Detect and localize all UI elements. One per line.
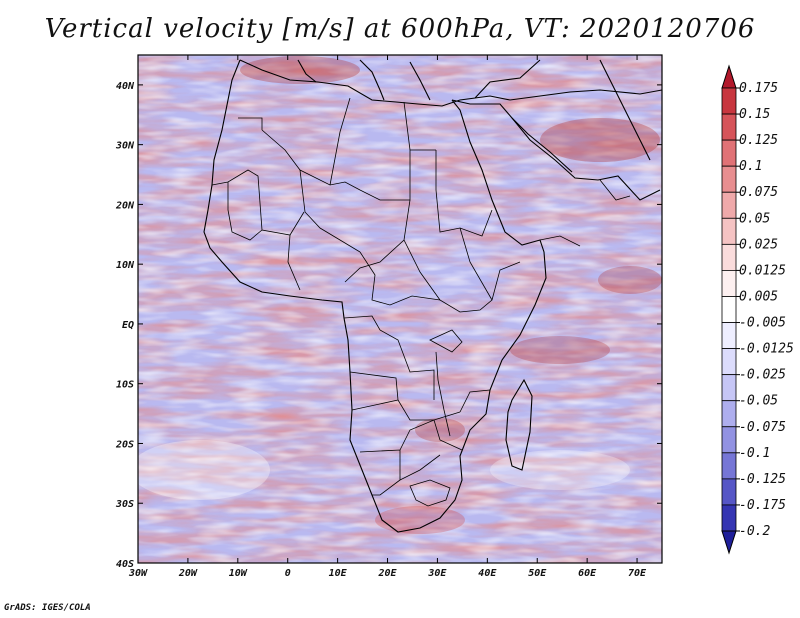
colorbar-swatch [721, 270, 737, 297]
lat-label: 30N [115, 141, 135, 152]
lon-label: 10W [229, 568, 248, 579]
colorbar-label: 0.1 [739, 159, 762, 174]
colorbar-label: 0.125 [739, 133, 778, 148]
colorbar-label: 0.005 [739, 289, 778, 304]
lat-label: 10N [116, 260, 135, 271]
colorbar-label: 0.175 [739, 81, 778, 96]
country-borders [211, 97, 631, 507]
colorbar-swatch [721, 296, 737, 323]
colorbar-swatch [721, 426, 737, 454]
colorbar-swatch [721, 374, 737, 402]
colorbar-swatch [721, 113, 737, 141]
chart-title: Vertical velocity [m/s] at 600hPa, VT: 2… [44, 14, 756, 44]
lat-label: 40N [116, 81, 135, 92]
map-frame [137, 54, 663, 564]
colorbar-swatch [721, 217, 737, 245]
colorbar-swatch [721, 478, 737, 506]
colorbar-swatch [721, 348, 737, 376]
colorbar-label: 0.025 [739, 237, 778, 252]
colorbar-swatch [721, 87, 737, 115]
colorbar-swatch [721, 191, 737, 219]
lat-label: 30S [115, 499, 134, 510]
colorbar-swatch [721, 504, 737, 532]
colorbar-bottom-arrow [721, 530, 737, 555]
lat-label: 40S [116, 559, 134, 570]
colorbar-swatch [721, 452, 737, 480]
colorbar-label: 0.0125 [739, 263, 786, 278]
lon-label: 60E [578, 568, 597, 579]
colorbar-label: -0.05 [739, 394, 778, 409]
coastlines [203, 59, 662, 533]
colorbar-label: 0.075 [739, 185, 778, 200]
lon-label: 20E [377, 568, 397, 579]
lat-label: EQ [122, 320, 134, 331]
colorbar-label: -0.1 [739, 446, 770, 461]
credit-text: GrADS: IGES/COLA [4, 603, 91, 613]
lon-label: 20W [178, 568, 198, 579]
colorbar-label: -0.2 [739, 524, 770, 539]
colorbar-label: -0.005 [739, 316, 786, 331]
colorbar-swatch [721, 322, 737, 349]
lat-label: 20N [115, 200, 135, 211]
colorbar-top-arrow [721, 64, 737, 89]
colorbar: 0.175 0.15 0.125 0.1 0.075 0.05 0.025 0.0125 0.0… [721, 64, 794, 555]
colorbar-swatch [721, 400, 737, 428]
colorbar-label: -0.025 [739, 368, 786, 383]
lat-label: 10S [116, 380, 134, 391]
lon-label: 30W [128, 568, 148, 579]
lon-label: 50E [528, 568, 547, 579]
colorbar-swatch [721, 139, 737, 167]
lon-label: 40E [478, 568, 497, 579]
lon-label: 0 [285, 568, 291, 579]
lon-label: 70E [628, 568, 647, 579]
colorbar-label: -0.125 [739, 472, 786, 487]
colorbar-label: -0.175 [739, 498, 786, 513]
colorbar-swatch [721, 165, 737, 193]
colorbar-label: 0.05 [739, 211, 770, 226]
colorbar-label: -0.0125 [739, 342, 794, 357]
velocity-field [138, 55, 662, 563]
lat-label: 20S [115, 439, 134, 450]
colorbar-swatch [721, 243, 737, 271]
colorbar-label: 0.15 [739, 107, 770, 122]
lon-label: 10E [329, 568, 348, 579]
lon-label: 30E [427, 568, 447, 579]
colorbar-label: -0.075 [739, 420, 786, 435]
